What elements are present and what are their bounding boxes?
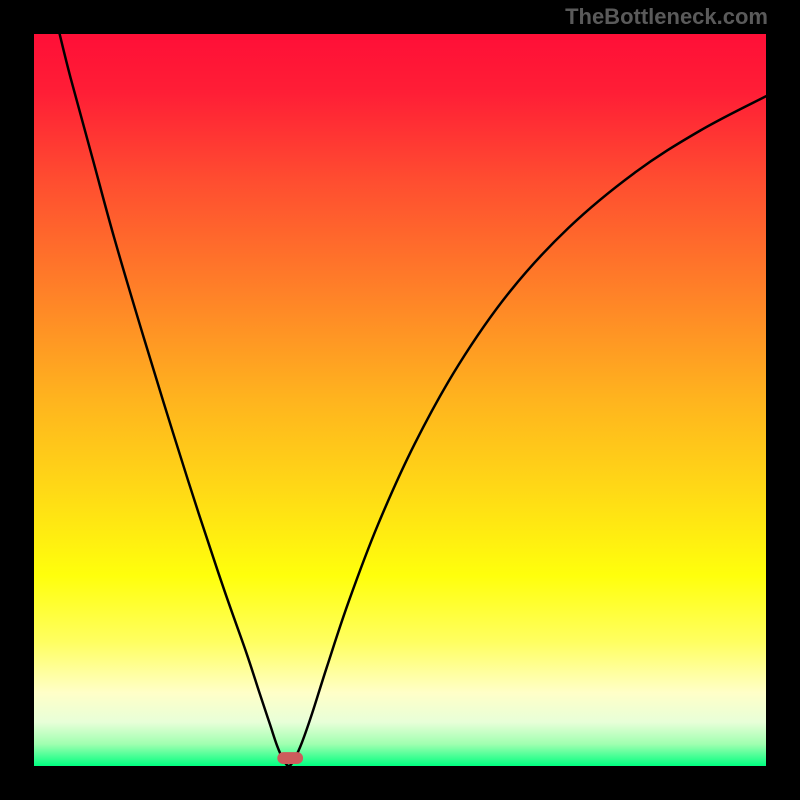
gradient-background: [34, 34, 766, 766]
plot-area: [30, 30, 770, 770]
watermark-text: TheBottleneck.com: [565, 4, 768, 30]
chart-canvas: TheBottleneck.com: [0, 0, 800, 800]
